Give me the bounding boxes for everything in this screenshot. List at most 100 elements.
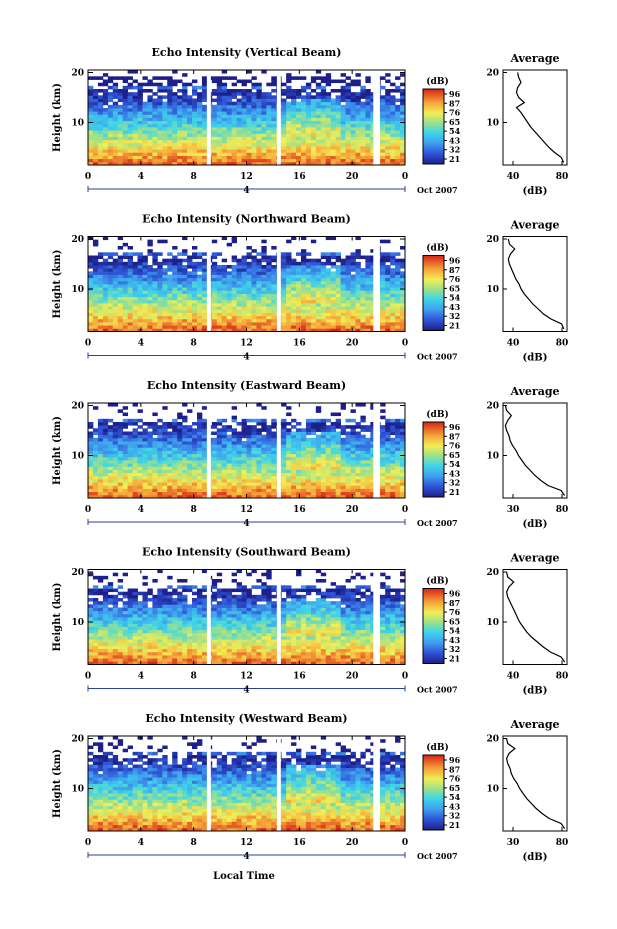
- panel-1-heatmap-cell: [112, 149, 119, 153]
- panel-1-heatmap-cell: [261, 98, 267, 103]
- panel-2-heatmap-cell: [201, 261, 208, 266]
- panel-3-heatmap-cell: [251, 453, 257, 458]
- panel-3-heatmap-cell: [192, 428, 198, 432]
- panel-2-heatmap-cell: [385, 306, 391, 310]
- panel-1-heatmap-cell: [226, 133, 233, 137]
- panel-2-heatmap-cell: [201, 303, 208, 307]
- panel-1-heatmap-cell: [231, 146, 237, 150]
- panel-3-heatmap-cell: [172, 475, 178, 480]
- panel-2-heatmap-cell: [177, 322, 183, 326]
- panel-1-heatmap-cell: [320, 79, 327, 84]
- panel-2-heatmap-cell: [390, 287, 396, 291]
- panel-3-heatmap-cell: [127, 444, 133, 448]
- panel-1-heatmap-cell: [127, 114, 133, 118]
- panel-1-heatmap-cell: [152, 152, 158, 156]
- panel-2-heatmap-cell: [122, 325, 129, 329]
- panel-2-heatmap-cell: [196, 296, 203, 301]
- panel-1-heatmap-cell: [88, 89, 94, 93]
- panel-1-heatmap-cell: [385, 158, 391, 163]
- panel-2-heatmap-cell: [97, 315, 104, 320]
- panel-3-heatmap-cell: [196, 482, 203, 486]
- panel-3-heatmap-cell: [335, 488, 342, 493]
- panel-1-heatmap-cell: [226, 95, 233, 99]
- panel-3-heatmap-cell: [350, 472, 356, 477]
- panel-3-heatmap-cell: [137, 469, 143, 474]
- panel-2-heatmap-cell: [261, 328, 267, 332]
- panel-1-heatmap-cell: [261, 104, 267, 109]
- panel-3-heatmap-cell: [221, 444, 228, 448]
- panel-2-heatmap-cell: [127, 246, 133, 250]
- panel-3-heatmap-cell: [147, 437, 153, 442]
- panel-1-heatmap-cell: [365, 79, 371, 84]
- panel-1-heatmap-cell: [137, 155, 143, 160]
- panel-2-heatmap-cell: [281, 303, 287, 307]
- panel-2-heatmap-cell: [211, 287, 218, 291]
- panel-3-heatmap-cell: [345, 441, 351, 445]
- panel-3-heatmap-cell: [97, 485, 104, 489]
- panel-2-heatmap-cell: [152, 255, 158, 260]
- panel-2-heatmap-cell: [157, 284, 163, 288]
- panel-1-heatmap-cell: [281, 146, 287, 150]
- panel-2-heatmap-cell: [236, 315, 242, 320]
- panel-3-heatmap-cell: [137, 491, 143, 496]
- panel-2-heatmap-cell: [390, 306, 396, 310]
- panel-3-heatmap-cell: [350, 425, 356, 429]
- panel-2-heatmap-cell: [385, 239, 391, 244]
- panel-2-heatmap-cell: [330, 287, 337, 291]
- panel-1-heatmap-cell: [330, 123, 337, 128]
- panel-2-heatmap-cell: [340, 274, 346, 279]
- panel-3-heatmap-cell: [211, 485, 218, 489]
- panel-1-heatmap-cell: [231, 158, 237, 163]
- panel-1-heatmap-cell: [211, 104, 218, 109]
- panel-3-heatmap-cell: [320, 460, 327, 464]
- panel-2-heatmap-cell: [281, 290, 287, 294]
- panel-1-heatmap-cell: [310, 146, 317, 150]
- panel-2-heatmap-cell: [142, 325, 148, 329]
- panel-3-heatmap-cell: [182, 466, 188, 470]
- panel-3-heatmap-cell: [182, 441, 188, 445]
- panel-1-heatmap-cell: [162, 155, 168, 160]
- panel-3-heatmap-cell: [177, 460, 183, 464]
- panel-1-heatmap-cell: [256, 104, 262, 109]
- panel-3-heatmap-cell: [182, 482, 188, 486]
- panel-1-heatmap-cell: [177, 142, 183, 147]
- panel-3-heatmap-cell: [167, 431, 173, 436]
- panel-1-heatmap-cell: [221, 136, 228, 141]
- panel-3-heatmap-cell: [122, 422, 129, 426]
- panel-3-heatmap-cell: [196, 418, 203, 423]
- panel-2-heatmap-cell: [196, 287, 203, 291]
- panel-3-heatmap-cell: [251, 447, 257, 451]
- panel-2-heatmap-cell: [182, 303, 188, 307]
- panel-1-heatmap-cell: [92, 92, 99, 96]
- panel-4-heatmap-cell: [177, 661, 183, 665]
- panel-2-heatmap-cell: [310, 265, 317, 269]
- panel-1-heatmap-cell: [320, 123, 327, 128]
- panel-1-heatmap-cell: [192, 155, 198, 160]
- panel-1-heatmap-cell: [251, 117, 257, 122]
- panel-3-heatmap-cell: [187, 434, 193, 439]
- panel-3-heatmap-cell: [400, 441, 406, 445]
- panel-1-heatmap-cell: [132, 111, 138, 115]
- panel-2-heatmap-cell: [380, 271, 386, 275]
- panel-3-heatmap-cell: [300, 494, 307, 499]
- panel-2-heatmap-cell: [177, 293, 183, 298]
- panel-2-heatmap-cell: [182, 265, 188, 269]
- panel-2-heatmap-cell: [112, 265, 119, 269]
- panel-3-heatmap-cell: [350, 447, 356, 451]
- panel-1-heatmap-cell: [380, 158, 386, 163]
- panel-3-heatmap-cell: [286, 466, 292, 470]
- panel-2-heatmap-cell: [355, 290, 361, 294]
- panel-2-heatmap-cell: [216, 322, 223, 326]
- panel-3-heatmap-cell: [325, 450, 332, 455]
- panel-3-heatmap-cell: [315, 463, 322, 467]
- panel-2-profile-y-tick-label: 20: [486, 235, 499, 245]
- panel-3-heatmap-cell: [320, 444, 327, 448]
- panel-3-heatmap-cell: [310, 428, 317, 432]
- panel-1-heatmap-cell: [241, 92, 247, 96]
- panel-2-heatmap-cell: [127, 290, 133, 294]
- panel-1-heatmap-cell: [162, 152, 168, 156]
- panel-3-heatmap-cell: [330, 475, 337, 480]
- panel-2-heatmap-cell: [286, 265, 292, 269]
- panel-1-heatmap-cell: [127, 120, 133, 125]
